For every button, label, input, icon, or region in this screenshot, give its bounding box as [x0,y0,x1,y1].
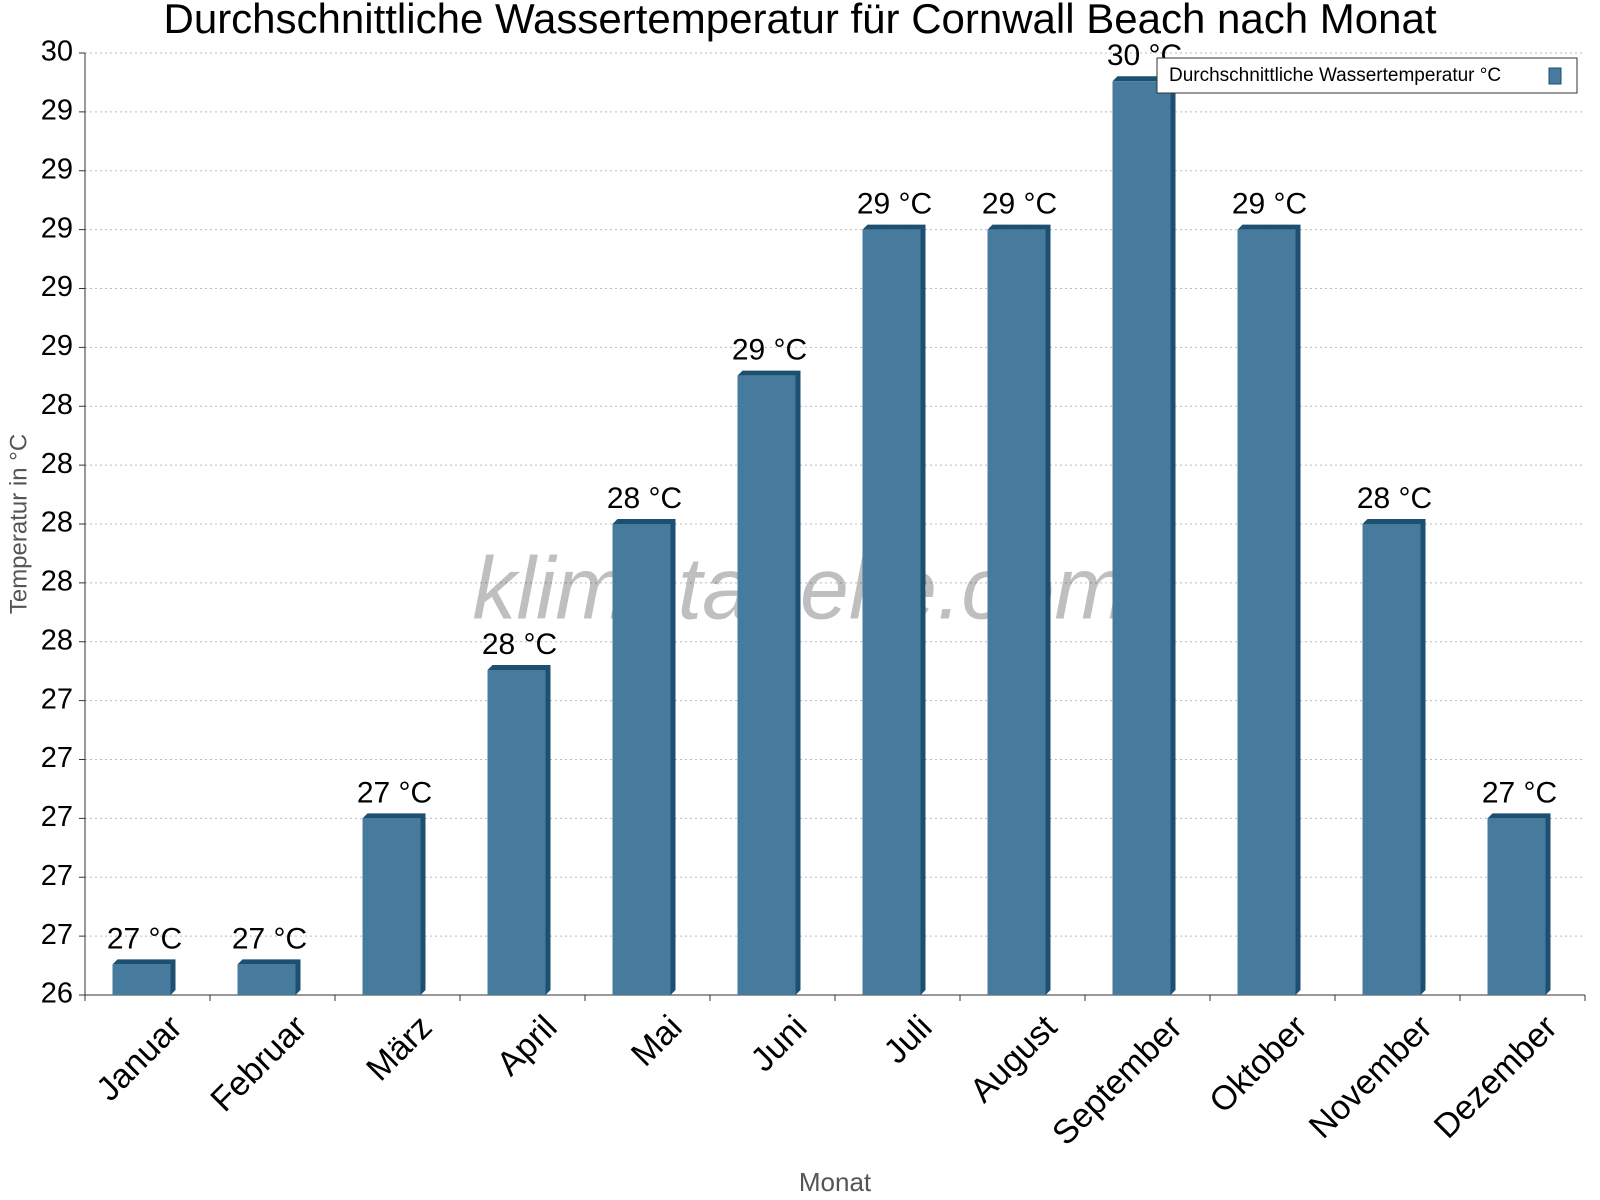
y-tick-label: 27 [41,683,73,715]
bar [1487,818,1546,995]
value-label: 29 °C [857,188,932,221]
y-tick-label: 28 [41,624,73,656]
bar [612,524,671,995]
y-tick-label: 27 [41,860,73,892]
bar [862,229,921,995]
x-tick-label: August [963,1008,1065,1110]
y-tick-label: 28 [41,507,73,539]
chart-title: Durchschnittliche Wassertemperatur für C… [164,0,1437,42]
y-tick-label: 29 [41,212,73,244]
y-tick-label: 28 [41,448,73,480]
x-tick-label: Oktober [1202,1008,1314,1120]
y-tick-label: 28 [41,566,73,598]
x-tick-label: Juli [877,1008,940,1071]
value-label: 28 °C [607,482,682,515]
y-tick-label: 27 [41,801,73,833]
y-tick-label: 27 [41,919,73,951]
x-axis-title: Monat [799,1167,872,1197]
y-tick-label: 28 [41,389,73,421]
y-tick-label: 29 [41,271,73,303]
bar [487,670,546,995]
x-tick-label: Dezember [1427,1008,1565,1146]
value-label: 27 °C [1482,776,1557,809]
bar [1237,229,1296,995]
y-axis-title: Temperatur in °C [5,434,32,614]
value-label: 29 °C [982,188,1057,221]
value-label: 29 °C [1232,188,1307,221]
x-tick-label: Januar [89,1008,189,1108]
y-tick-label: 29 [41,330,73,362]
bar [1362,524,1421,995]
value-label: 28 °C [1357,482,1432,515]
x-tick-label: November [1302,1008,1440,1146]
y-tick-label: 29 [41,95,73,127]
bar [362,818,421,995]
x-tick-label: Februar [203,1008,314,1119]
y-tick-label: 27 [41,742,73,774]
value-label: 29 °C [732,334,807,367]
legend: Durchschnittliche Wassertemperatur °C [1156,57,1578,94]
bar [237,964,296,995]
x-tick-label: April [490,1008,565,1083]
bar [987,229,1046,995]
legend-swatch [1548,67,1562,85]
y-tick-label: 30 [41,36,73,68]
legend-label: Durchschnittliche Wassertemperatur °C [1169,65,1501,86]
bar [1112,81,1171,995]
bar-side [237,959,301,995]
legend-box [1156,57,1578,94]
x-tick-label: September [1045,1008,1189,1152]
y-tick-label: 26 [41,978,73,1010]
value-label: 27 °C [357,776,432,809]
bar [737,375,796,995]
value-label: 27 °C [232,922,307,955]
x-tick-label: Mai [624,1008,690,1074]
value-label: 27 °C [107,922,182,955]
bar [112,964,171,995]
x-tick-label: Juni [744,1008,815,1079]
x-tick-label: März [359,1008,439,1088]
bar-side [112,959,176,995]
value-label: 28 °C [482,628,557,661]
y-tick-label: 29 [41,153,73,185]
